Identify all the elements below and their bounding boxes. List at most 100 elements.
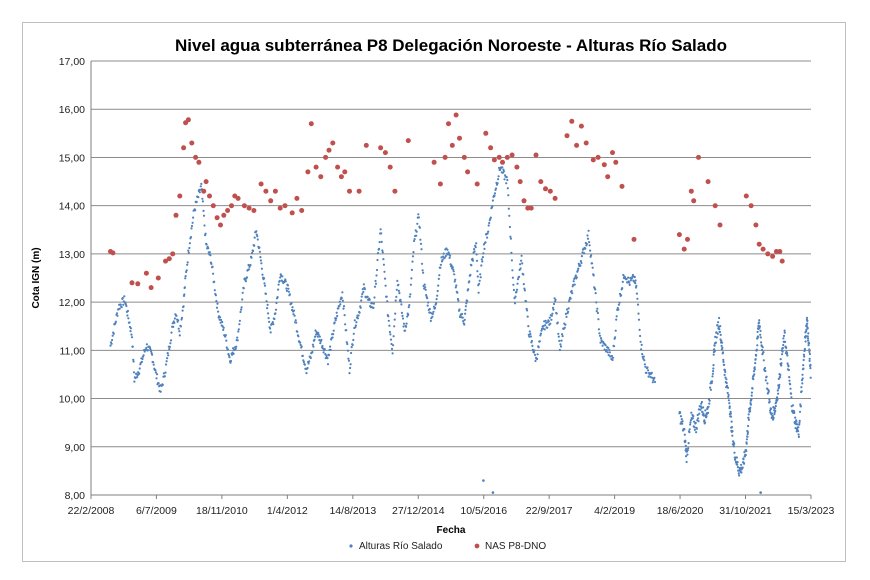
data-point-alturas (755, 348, 758, 351)
data-point-alturas (326, 363, 330, 366)
data-point-alturas (809, 367, 812, 370)
data-point-alturas (759, 329, 762, 332)
data-point-alturas (232, 352, 235, 355)
data-point-alturas (512, 283, 515, 286)
data-point-alturas (379, 228, 382, 231)
data-point-alturas (350, 351, 353, 355)
data-point-alturas (464, 308, 467, 311)
data-point-alturas (127, 317, 130, 320)
data-point-alturas (409, 283, 412, 286)
data-point-alturas (468, 280, 471, 283)
data-point-alturas (537, 346, 540, 349)
data-point-alturas (684, 440, 687, 443)
data-point-alturas (797, 426, 800, 429)
data-point-alturas (778, 375, 782, 378)
data-point-alturas (351, 343, 354, 347)
data-point-alturas (540, 329, 543, 332)
data-point-alturas (769, 407, 773, 410)
data-point-alturas (697, 417, 700, 420)
data-point-alturas (149, 348, 152, 351)
data-point-alturas (595, 310, 598, 313)
data-point-alturas (529, 332, 532, 336)
data-point-alturas (168, 345, 171, 348)
data-point-alturas (420, 262, 424, 265)
data-point-alturas (155, 373, 159, 376)
data-point-alturas (679, 415, 683, 418)
data-point-alturas (548, 316, 551, 319)
data-point-alturas (164, 363, 168, 366)
data-point-alturas (202, 214, 206, 217)
data-point-nas (387, 164, 393, 170)
data-point-alturas (783, 331, 786, 334)
data-point-alturas (731, 430, 734, 433)
x-tick-label: 14/8/2013 (329, 505, 376, 517)
data-point-alturas (741, 466, 744, 469)
data-point-alturas (639, 340, 642, 343)
chart-frame: Nivel agua subterránea P8 Delegación Nor… (22, 22, 846, 562)
data-point-alturas (166, 357, 169, 360)
data-point-alturas (797, 433, 800, 436)
data-point-nas (517, 179, 523, 185)
data-point-alturas (718, 316, 721, 320)
data-point-alturas (588, 244, 591, 247)
data-point-alturas (487, 230, 490, 233)
data-point-alturas (712, 370, 715, 373)
data-point-alturas (141, 357, 144, 361)
data-point-alturas (277, 288, 280, 291)
data-point-alturas (452, 268, 455, 271)
data-point-alturas (357, 314, 360, 317)
data-point-alturas (594, 292, 597, 295)
data-point-alturas (782, 334, 786, 337)
data-point-alturas (736, 463, 739, 466)
data-point-alturas (629, 279, 632, 282)
data-point-alturas (607, 346, 610, 349)
data-point-alturas (647, 369, 650, 372)
data-point-alturas (752, 370, 756, 373)
data-point-alturas (403, 329, 407, 332)
data-point-alturas (729, 410, 732, 413)
data-point-alturas (421, 269, 424, 272)
data-point-alturas (321, 344, 324, 348)
data-point-alturas (727, 399, 731, 402)
data-point-alturas (241, 291, 244, 294)
data-point-alturas (168, 348, 171, 351)
data-point-alturas (503, 178, 506, 181)
data-point-alturas (338, 305, 341, 308)
data-point-alturas (586, 237, 590, 240)
data-point-alturas (724, 376, 727, 379)
x-tick-label: 10/5/2016 (460, 505, 507, 517)
data-point-nas (465, 169, 471, 175)
data-point-alturas (284, 280, 287, 283)
data-point-alturas (599, 337, 603, 340)
data-point-alturas (737, 472, 740, 475)
data-point-alturas (154, 371, 157, 374)
data-point-alturas (475, 253, 478, 256)
data-point-alturas (252, 249, 255, 253)
data-point-alturas (360, 295, 363, 298)
data-point-alturas (405, 322, 408, 325)
data-point-alturas (432, 310, 435, 313)
data-point-alturas (804, 340, 807, 343)
data-point-alturas (264, 292, 268, 295)
data-point-nas (201, 188, 207, 194)
data-point-alturas (712, 353, 715, 356)
data-point-alturas (169, 342, 172, 345)
data-point-alturas (801, 377, 804, 380)
data-point-alturas (687, 447, 690, 450)
data-point-alturas (725, 378, 728, 381)
data-point-nas (225, 208, 231, 213)
data-point-alturas (129, 330, 132, 333)
data-point-alturas (313, 335, 317, 338)
data-point-alturas (611, 358, 614, 362)
data-point-nas (299, 208, 305, 213)
data-point-alturas (711, 380, 714, 383)
data-point-alturas (332, 329, 335, 332)
data-point-alturas (401, 314, 404, 317)
data-point-alturas (787, 368, 791, 372)
data-point-alturas (750, 394, 753, 397)
data-point-alturas (552, 302, 556, 306)
chart-title: Nivel agua subterránea P8 Delegación Nor… (175, 36, 727, 55)
data-point-alturas (297, 335, 300, 338)
data-point-alturas (212, 272, 215, 275)
data-point-alturas (776, 389, 779, 392)
